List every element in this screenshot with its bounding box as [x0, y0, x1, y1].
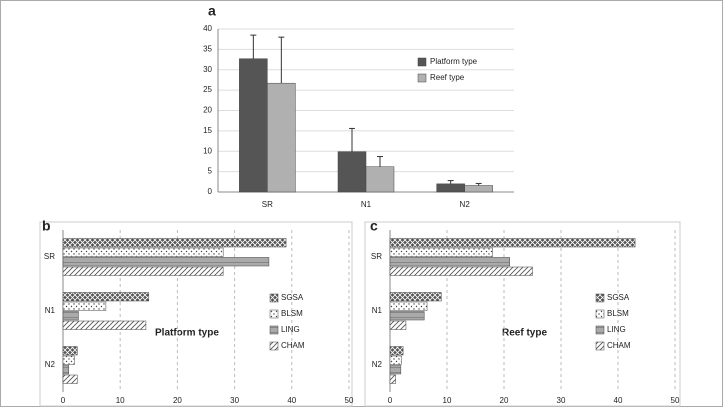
bar [389, 257, 510, 267]
panel-frame [364, 221, 681, 407]
y-tick-label: N1 [372, 306, 383, 315]
bar [389, 346, 404, 356]
bar [389, 301, 428, 311]
bar [62, 346, 78, 356]
bar [62, 257, 270, 267]
legend-swatch [417, 57, 427, 67]
panel-label: a [208, 3, 216, 19]
legend-swatch [417, 73, 427, 83]
bar [389, 311, 425, 321]
bar [62, 247, 224, 257]
bar [389, 247, 493, 257]
error-bar [250, 34, 257, 59]
bar [62, 238, 287, 248]
bar [389, 355, 402, 365]
legend-swatch [595, 341, 605, 351]
legend-swatch [595, 293, 605, 303]
y-tick-label: SR [44, 252, 55, 261]
x-tick-label: N1 [361, 200, 372, 209]
x-tick-label: 50 [345, 396, 354, 405]
annotation: Platform type [155, 328, 219, 339]
bar [62, 365, 69, 375]
x-tick-label: SR [262, 200, 273, 209]
x-tick-label: 30 [230, 396, 239, 405]
y-tick-label: 5 [208, 167, 213, 176]
x-tick-label: 0 [388, 396, 393, 405]
bar [62, 311, 79, 321]
y-tick-label: 20 [203, 106, 212, 115]
y-tick-label: 25 [203, 85, 212, 94]
legend-swatch [269, 293, 279, 303]
x-tick-label: N2 [460, 200, 471, 209]
error-bar [377, 156, 383, 167]
bar [62, 301, 107, 311]
legend-label: BLSM [281, 309, 303, 318]
x-tick-label: 20 [500, 396, 509, 405]
y-tick-label: N2 [45, 360, 56, 369]
bar [389, 365, 402, 375]
bar [389, 374, 396, 384]
panel-frame [39, 221, 353, 407]
y-tick-label: 15 [203, 126, 212, 135]
legend-label: CHAM [607, 341, 631, 350]
legend-label: BLSM [607, 309, 629, 318]
bar [389, 238, 636, 248]
legend-swatch [269, 341, 279, 351]
panel-label: b [42, 218, 51, 234]
bar [389, 320, 407, 330]
bar [464, 185, 493, 193]
legend-swatch [269, 309, 279, 319]
legend-label: Reef type [430, 73, 465, 82]
x-tick-label: 10 [116, 396, 125, 405]
legend-swatch [595, 325, 605, 335]
legend-label: Platform type [430, 57, 478, 66]
legend-swatch [595, 309, 605, 319]
y-tick-label: 35 [203, 44, 212, 53]
bar [62, 266, 224, 276]
legend-label: SGSA [607, 293, 630, 302]
bar [62, 355, 75, 365]
legend-swatch [269, 325, 279, 335]
annotation: Reef type [502, 328, 547, 339]
y-tick-label: N2 [372, 360, 383, 369]
bar [62, 320, 147, 330]
legend-label: CHAM [281, 341, 305, 350]
y-tick-label: SR [371, 252, 382, 261]
legend-label: LING [281, 325, 300, 334]
x-tick-label: 0 [61, 396, 66, 405]
bar [62, 292, 150, 302]
legend-label: LING [607, 325, 626, 334]
x-tick-label: 30 [557, 396, 566, 405]
error-bar [447, 180, 454, 184]
y-tick-label: 40 [203, 24, 212, 33]
bar [239, 58, 268, 193]
x-tick-label: 10 [443, 396, 452, 405]
x-tick-label: 50 [671, 396, 680, 405]
error-bar [475, 182, 482, 186]
legend-label: SGSA [281, 293, 304, 302]
x-tick-label: 20 [173, 396, 182, 405]
error-bar [278, 36, 285, 84]
bar [337, 151, 367, 193]
bar [389, 292, 442, 302]
error-bar [349, 127, 355, 152]
x-tick-label: 40 [287, 396, 296, 405]
bar [267, 82, 296, 193]
y-tick-label: 10 [203, 146, 212, 155]
x-tick-label: 40 [614, 396, 623, 405]
bar [436, 183, 465, 193]
y-tick-label: 0 [208, 187, 213, 196]
bar [365, 166, 395, 193]
panel-label: c [370, 218, 378, 234]
y-tick-label: 30 [203, 65, 212, 74]
bar [389, 266, 533, 276]
y-tick-label: N1 [45, 306, 56, 315]
bar [62, 374, 78, 384]
